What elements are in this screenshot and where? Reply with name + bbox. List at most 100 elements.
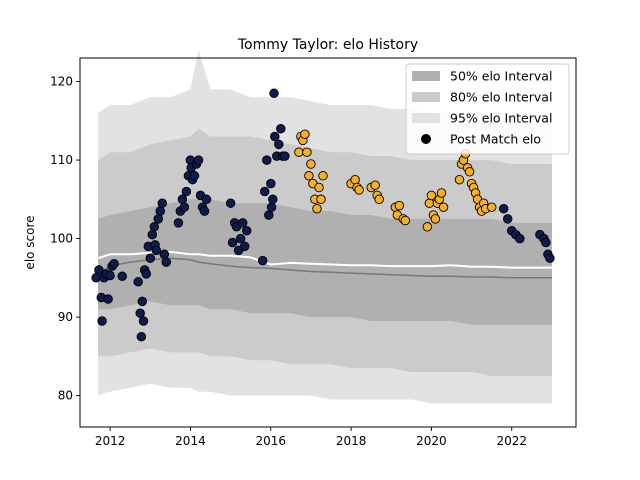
data-point-s1-25	[400, 215, 411, 226]
axis-ticks: 2012 2014 2016 2018 2020 2022 80 90 100 110 120	[50, 75, 527, 448]
data-point-s0-55	[259, 186, 270, 197]
data-point-s1-40	[464, 167, 475, 177]
data-point-s1-23	[394, 200, 405, 211]
x-tick-label: 2014	[175, 434, 206, 448]
y-tick-label: 90	[58, 310, 73, 324]
data-point-s1-3	[300, 129, 310, 139]
data-point-s0-69	[502, 214, 513, 224]
band-50	[98, 199, 552, 325]
data-point-s0-10	[117, 271, 127, 282]
data-point-s0-26	[157, 198, 168, 208]
data-point-s1-49	[486, 202, 497, 212]
data-point-s1-34	[438, 202, 449, 212]
data-point-s0-25	[155, 206, 166, 216]
data-point-s0-67	[280, 151, 290, 161]
data-point-s1-10	[314, 182, 324, 193]
data-point-s0-62	[270, 131, 280, 142]
data-point-s0-12	[135, 308, 145, 318]
data-point-s0-59	[266, 202, 277, 212]
x-tick-label: 2022	[496, 434, 527, 448]
legend-label: Post Match elo	[450, 132, 541, 147]
data-point-s0-72	[515, 233, 525, 244]
data-point-s0-50	[235, 233, 246, 244]
data-point-s1-0	[294, 147, 304, 157]
data-point-s0-52	[239, 241, 250, 252]
y-tick-label: 110	[50, 153, 73, 167]
data-point-s0-31	[177, 194, 188, 205]
data-point-s0-20	[147, 229, 158, 240]
data-point-s0-6	[103, 294, 113, 304]
y-axis-title: elo score	[23, 215, 37, 269]
data-point-s0-32	[179, 202, 190, 212]
data-point-s0-14	[137, 296, 148, 307]
mean-line	[97, 250, 552, 269]
data-point-s1-11	[316, 194, 326, 205]
x-tick-label: 2016	[255, 434, 286, 448]
chart-title: Tommy Taylor: elo History	[237, 37, 418, 53]
reference-lines	[97, 250, 552, 279]
data-point-s0-13	[136, 331, 147, 342]
data-point-s0-33	[181, 186, 192, 197]
data-point-s0-23	[151, 245, 162, 256]
data-point-s0-11	[133, 277, 143, 287]
legend-swatch	[412, 71, 440, 81]
x-tick-label: 2020	[416, 434, 447, 448]
data-point-s0-58	[266, 178, 276, 189]
data-point-s0-38	[189, 171, 200, 181]
data-point-s0-60	[268, 194, 278, 205]
data-point-s1-30	[430, 214, 441, 224]
data-point-s1-20	[374, 194, 384, 205]
data-point-s1-18	[370, 180, 380, 190]
data-point-s0-53	[241, 225, 252, 236]
x-tick-label: 2018	[336, 434, 367, 448]
legend-label: 50% elo Interval	[450, 69, 552, 84]
data-point-s0-21	[149, 222, 160, 232]
legend: 50% elo Interval 80% elo Interval 95% elo …	[405, 63, 570, 155]
data-point-s0-51	[237, 218, 248, 228]
data-point-s0-75	[541, 237, 551, 248]
data-point-s0-9	[109, 258, 119, 269]
data-point-s1-14	[350, 174, 360, 185]
data-point-s0-0	[91, 273, 101, 283]
data-point-s1-16	[354, 185, 364, 195]
data-point-s0-43	[199, 206, 210, 216]
data-point-s1-35	[454, 174, 465, 185]
data-point-s0-46	[227, 237, 238, 248]
data-point-s0-54	[257, 255, 268, 266]
data-point-s0-65	[276, 123, 286, 134]
y-tick-label: 100	[50, 232, 73, 246]
data-point-s1-27	[424, 198, 435, 208]
data-point-s0-27	[159, 249, 170, 260]
y-tick-label: 120	[50, 75, 73, 89]
data-point-s0-29	[173, 218, 184, 228]
data-point-s0-57	[264, 210, 274, 220]
legend-swatch	[412, 92, 440, 102]
legend-label: 80% elo Interval	[450, 90, 552, 105]
data-point-s0-56	[262, 155, 272, 165]
legend-swatch	[412, 113, 440, 123]
data-point-s0-7	[105, 270, 115, 281]
data-point-s1-33	[436, 188, 447, 198]
data-point-s0-19	[145, 253, 156, 263]
legend-box	[405, 63, 570, 155]
data-point-s1-28	[426, 190, 437, 201]
data-point-s0-44	[201, 194, 212, 205]
median-line	[97, 257, 552, 279]
data-point-s0-1	[94, 265, 104, 275]
data-point-s0-40	[193, 155, 204, 165]
legend-label: 95% elo Interval	[450, 111, 552, 126]
data-point-s1-12	[318, 171, 328, 181]
data-point-s0-68	[498, 203, 509, 214]
data-point-s0-64	[274, 139, 284, 150]
data-point-s0-24	[153, 214, 164, 224]
plot-frame	[79, 57, 577, 428]
legend-marker	[421, 134, 431, 144]
data-point-s0-28	[161, 257, 172, 267]
data-point-s0-17	[141, 269, 152, 279]
x-tick-label: 2012	[95, 434, 126, 448]
data-point-s0-3	[97, 316, 107, 326]
post-match-points	[91, 88, 555, 342]
data-point-s1-9	[312, 203, 322, 214]
data-point-s1-26	[422, 222, 433, 232]
